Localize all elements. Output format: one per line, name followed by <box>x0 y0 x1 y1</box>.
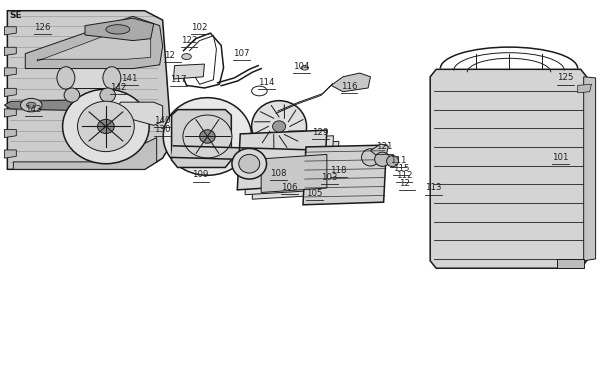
Polygon shape <box>72 88 107 102</box>
Text: 129: 129 <box>312 128 328 137</box>
Polygon shape <box>331 73 370 92</box>
Circle shape <box>20 99 42 112</box>
Text: 122: 122 <box>181 36 197 45</box>
Polygon shape <box>4 88 16 97</box>
Ellipse shape <box>200 130 215 143</box>
Text: 121: 121 <box>376 143 393 152</box>
Polygon shape <box>245 136 334 195</box>
Polygon shape <box>261 155 327 193</box>
Polygon shape <box>4 99 124 112</box>
Ellipse shape <box>183 115 232 158</box>
Ellipse shape <box>386 156 398 167</box>
Text: 12: 12 <box>398 179 410 188</box>
Polygon shape <box>115 102 163 125</box>
Ellipse shape <box>64 88 80 102</box>
Polygon shape <box>4 47 16 56</box>
Ellipse shape <box>239 155 260 173</box>
Ellipse shape <box>232 149 266 179</box>
Text: 116: 116 <box>341 82 357 91</box>
Polygon shape <box>370 144 388 156</box>
Polygon shape <box>578 84 592 93</box>
Circle shape <box>26 102 36 108</box>
Ellipse shape <box>362 149 379 166</box>
Polygon shape <box>66 67 112 89</box>
Text: SE: SE <box>9 11 22 20</box>
Ellipse shape <box>103 67 121 89</box>
Text: 102: 102 <box>191 23 208 32</box>
Polygon shape <box>4 27 16 35</box>
Ellipse shape <box>374 152 390 166</box>
Text: 142: 142 <box>110 83 127 92</box>
Polygon shape <box>584 77 596 261</box>
Text: 103: 103 <box>321 173 337 182</box>
Text: 113: 113 <box>425 183 442 193</box>
Polygon shape <box>4 68 16 76</box>
Text: 111: 111 <box>389 156 406 165</box>
Text: 141: 141 <box>121 74 137 83</box>
Text: 125: 125 <box>557 73 574 82</box>
Polygon shape <box>7 11 172 169</box>
Polygon shape <box>37 27 151 61</box>
Text: 109: 109 <box>193 170 209 179</box>
Text: 115: 115 <box>392 164 409 173</box>
Ellipse shape <box>57 67 75 89</box>
Ellipse shape <box>251 101 307 152</box>
Text: 105: 105 <box>306 189 322 198</box>
Ellipse shape <box>98 119 114 133</box>
Text: 126: 126 <box>34 23 51 32</box>
Polygon shape <box>237 130 327 190</box>
Ellipse shape <box>272 121 286 132</box>
Polygon shape <box>4 109 16 117</box>
Polygon shape <box>252 141 339 199</box>
Polygon shape <box>4 129 16 138</box>
Ellipse shape <box>100 88 115 102</box>
Circle shape <box>301 65 308 70</box>
Ellipse shape <box>106 25 130 34</box>
Polygon shape <box>85 18 154 41</box>
Text: 12: 12 <box>164 51 175 60</box>
Text: 118: 118 <box>330 165 346 174</box>
Text: 130: 130 <box>154 124 170 133</box>
Polygon shape <box>557 259 584 268</box>
Circle shape <box>182 54 191 60</box>
Text: 104: 104 <box>293 62 310 71</box>
Polygon shape <box>430 69 587 268</box>
Text: 108: 108 <box>270 168 287 177</box>
Text: 107: 107 <box>233 49 250 58</box>
Ellipse shape <box>77 101 134 152</box>
Text: 140: 140 <box>154 115 170 124</box>
Text: 112: 112 <box>395 171 412 180</box>
Polygon shape <box>172 146 365 163</box>
Text: 114: 114 <box>258 78 275 87</box>
Ellipse shape <box>163 98 251 175</box>
Polygon shape <box>4 150 16 158</box>
Text: 101: 101 <box>552 153 569 162</box>
Polygon shape <box>25 16 163 68</box>
Text: 106: 106 <box>281 183 298 192</box>
Polygon shape <box>172 110 232 167</box>
Polygon shape <box>173 64 205 79</box>
Polygon shape <box>303 145 386 205</box>
Text: 117: 117 <box>170 74 187 83</box>
Polygon shape <box>13 138 157 169</box>
Text: 143: 143 <box>25 105 42 114</box>
Ellipse shape <box>62 89 149 164</box>
